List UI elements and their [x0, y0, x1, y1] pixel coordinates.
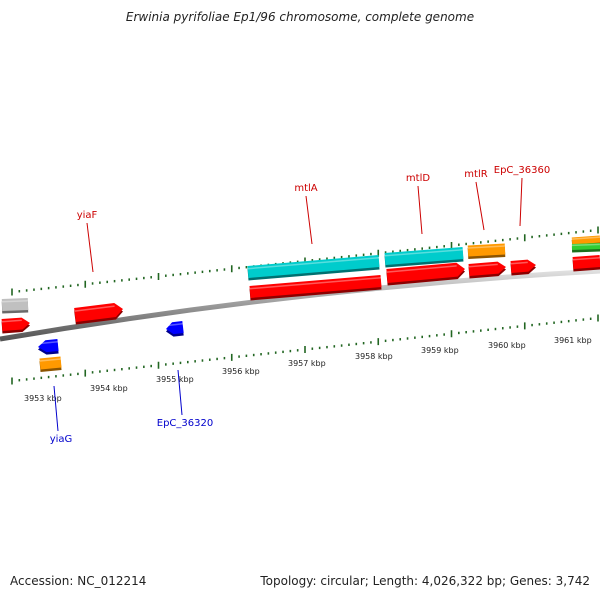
cds-right-edge-highlight — [572, 256, 600, 261]
scale-label: 3953 kbp — [24, 394, 62, 403]
label-mtlA-leader — [305, 195, 313, 245]
label-yiaG-leader — [53, 385, 59, 432]
scale-label: 3957 kbp — [288, 359, 326, 368]
map-title: Erwinia pyrifoliae Ep1/96 chromosome, co… — [125, 10, 475, 24]
edge-orange-feature-highlight — [571, 236, 600, 240]
scale-label: 3960 kbp — [488, 341, 526, 350]
cds-yiaF — [74, 303, 123, 322]
label-EpC_36320-leader — [177, 369, 183, 416]
scale-label: 3955 kbp — [156, 375, 194, 384]
scale-label: 3961 kbp — [554, 336, 592, 345]
minus-orange-feature — [39, 356, 62, 370]
features-layer — [1, 235, 600, 372]
label-mtlD-leader — [417, 185, 423, 235]
cds-yiaF-highlight — [74, 305, 115, 312]
cds-yiaG-highlight — [37, 340, 58, 345]
scale-label: 3956 kbp — [222, 367, 260, 376]
edge-green-feature-highlight — [571, 243, 600, 247]
label-EpC_36360-leader — [519, 177, 523, 227]
cds-mtlA-highlight — [249, 276, 381, 290]
mtlA-rna-feature-highlight — [247, 256, 379, 270]
cds-yiaG — [38, 339, 59, 353]
label-mtlR: mtlR — [464, 169, 487, 180]
cds-mtlR-highlight — [468, 263, 498, 268]
cds-mtlA — [249, 275, 382, 298]
cds-EpC_36360 — [510, 259, 536, 273]
cds-EpC_36320 — [166, 321, 184, 335]
gray-feature — [1, 298, 29, 311]
cds-mtlR — [468, 261, 506, 276]
label-yiaF-leader — [86, 222, 94, 273]
cds-EpC_36360-highlight — [510, 261, 528, 265]
scale-labels: 3953 kbp 3954 kbp 3955 kbp 3956 kbp 3957 kbp… — [24, 336, 592, 403]
scale-label: 3958 kbp — [355, 352, 393, 361]
cds-left-edge — [1, 317, 31, 331]
scale-label: 3954 kbp — [90, 384, 128, 393]
label-EpC_36320: EpC_36320 — [157, 418, 213, 429]
mtlD-rna-feature — [384, 247, 464, 265]
cds-left-edge-highlight — [1, 319, 22, 323]
scale-label: 3959 kbp — [421, 346, 459, 355]
genome-backbone — [0, 268, 600, 342]
label-EpC_36360: EpC_36360 — [494, 165, 550, 176]
topology-text: Topology: circular; Length: 4,026,322 bp… — [260, 574, 590, 588]
label-mtlR-leader — [475, 181, 485, 231]
minus-orange-feature-highlight — [39, 358, 61, 362]
mtlD-rna-feature-highlight — [384, 248, 463, 257]
gray-feature-highlight — [1, 299, 28, 303]
cds-mtlD — [386, 262, 465, 283]
label-yiaF: yiaF — [77, 210, 98, 221]
label-mtlD: mtlD — [406, 173, 430, 184]
mtlR-orange-feature-highlight — [467, 245, 505, 249]
accession-text: Accession: NC_012214 — [10, 574, 147, 588]
label-yiaG: yiaG — [50, 434, 73, 445]
cds-EpC_36320-highlight — [165, 322, 183, 327]
cds-mtlD-highlight — [386, 265, 457, 273]
mtlR-orange-feature — [467, 243, 506, 257]
minus-strand-ticks — [11, 314, 599, 385]
cds-right-edge — [572, 255, 600, 269]
mtlA-rna-feature — [247, 255, 380, 278]
label-mtlA: mtlA — [294, 183, 317, 194]
plus-strand-ticks — [11, 226, 599, 296]
edge-green-feature — [571, 243, 600, 250]
gene-labels: yiaF mtlA mtlD mtlR EpC_36360 yiaG EpC_36320 — [50, 165, 551, 445]
edge-orange-feature — [571, 235, 600, 245]
